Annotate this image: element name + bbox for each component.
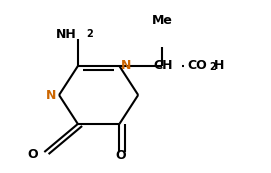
Text: 2: 2: [209, 62, 216, 72]
Text: 2: 2: [86, 29, 93, 39]
Text: O: O: [115, 149, 126, 162]
Text: NH: NH: [55, 28, 76, 41]
Text: O: O: [27, 148, 38, 161]
Text: CO: CO: [188, 59, 208, 72]
Text: H: H: [214, 59, 224, 72]
Text: Me: Me: [152, 15, 173, 28]
Text: N: N: [121, 59, 131, 72]
Text: N: N: [46, 89, 56, 102]
Text: CH: CH: [153, 59, 172, 72]
